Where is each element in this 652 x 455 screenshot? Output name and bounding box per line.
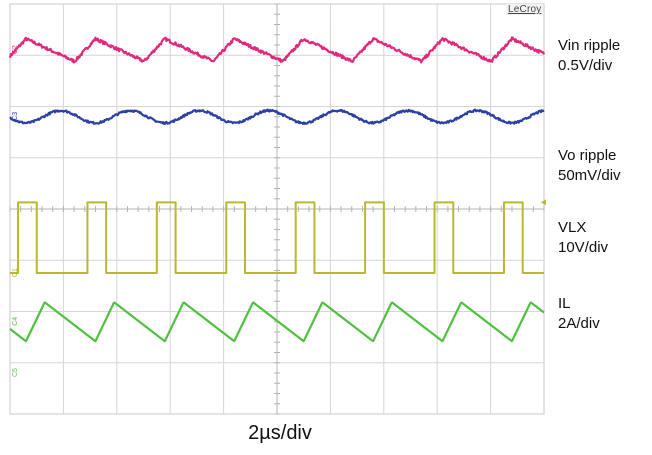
channel-markers: C2 C3 C1 C4 C5 (12, 45, 546, 377)
series-trace-vin-ripple (8, 36, 546, 64)
vo-ripple-scale: 50mV/div (558, 167, 621, 184)
vlx-label: VLX 10V/div (558, 218, 608, 258)
vin-ripple-scale: 0.5V/div (558, 57, 613, 74)
vlx-name: VLX (558, 219, 587, 236)
il-name: IL (558, 295, 571, 312)
traces (8, 36, 546, 343)
series-trace-il (9, 301, 545, 343)
vin-ripple-label: Vin ripple 0.5V/div (558, 36, 620, 76)
vin-ripple-name: Vin ripple (558, 37, 621, 54)
channel-marker: C2 (12, 45, 19, 54)
grid (9, 3, 545, 415)
channel-marker: C4 (12, 317, 19, 326)
series-trace-vo-ripple (9, 108, 545, 125)
brand-logo: LeCroy (506, 4, 544, 15)
series-trace-vlx (10, 201, 544, 275)
vo-ripple-name: Vo ripple (558, 147, 617, 164)
channel-marker: C5 (12, 368, 19, 377)
channel-marker: C1 (12, 268, 19, 277)
trigger-level-marker (541, 199, 546, 206)
timebase-label: 2µs/div (248, 422, 312, 444)
il-scale: 2A/div (558, 315, 600, 332)
vo-ripple-label: Vo ripple 50mV/div (558, 146, 621, 186)
channel-marker: C3 (12, 112, 19, 121)
il-label: IL 2A/div (558, 294, 600, 334)
vlx-scale: 10V/div (558, 239, 609, 256)
